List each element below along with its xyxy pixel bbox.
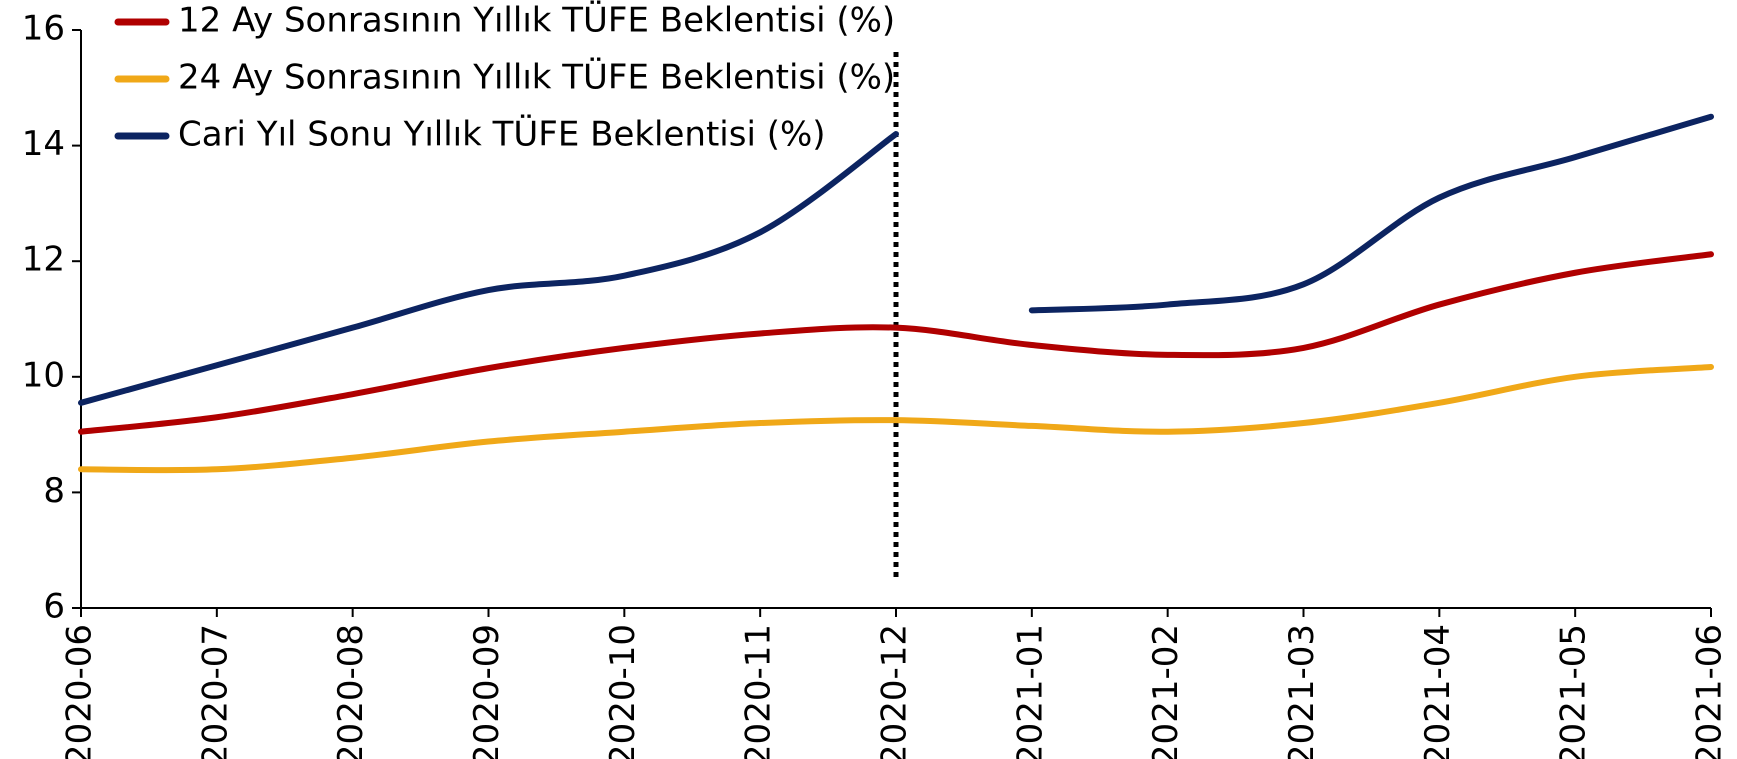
legend-label: 12 Ay Sonrasının Yıllık TÜFE Beklentisi … — [178, 0, 895, 41]
y-tick-label: 6 — [43, 587, 65, 627]
x-tick-label: 2020-09 — [467, 624, 507, 759]
legend-label: Cari Yıl Sonu Yıllık TÜFE Beklentisi (%) — [178, 114, 826, 155]
x-tick-label: 2020-08 — [331, 624, 371, 759]
y-tick-label: 8 — [43, 471, 65, 511]
y-tick-label: 10 — [22, 355, 65, 395]
series-line — [78, 363, 1714, 474]
x-tick-label: 2021-05 — [1554, 624, 1594, 759]
series-line — [1028, 113, 1714, 314]
legend-label: 24 Ay Sonrasının Yıllık TÜFE Beklentisi … — [178, 57, 895, 98]
x-tick-label: 2021-04 — [1418, 624, 1458, 759]
x-tick-label: 2020-07 — [195, 624, 235, 759]
series-line — [78, 131, 899, 406]
y-tick-label: 12 — [22, 240, 65, 280]
series-line — [78, 251, 1714, 435]
x-tick-label: 2021-02 — [1146, 624, 1186, 759]
x-tick-label: 2021-03 — [1282, 624, 1322, 759]
x-tick-label: 2021-01 — [1010, 624, 1050, 759]
x-tick-label: 2020-06 — [60, 624, 100, 759]
y-tick-label: 14 — [22, 124, 65, 164]
x-tick-label: 2020-12 — [875, 624, 915, 759]
x-tick-label: 2020-10 — [603, 624, 643, 759]
y-tick-label: 16 — [22, 9, 65, 49]
x-tick-label: 2020-11 — [739, 624, 779, 759]
x-tick-label: 2021-06 — [1690, 624, 1730, 759]
